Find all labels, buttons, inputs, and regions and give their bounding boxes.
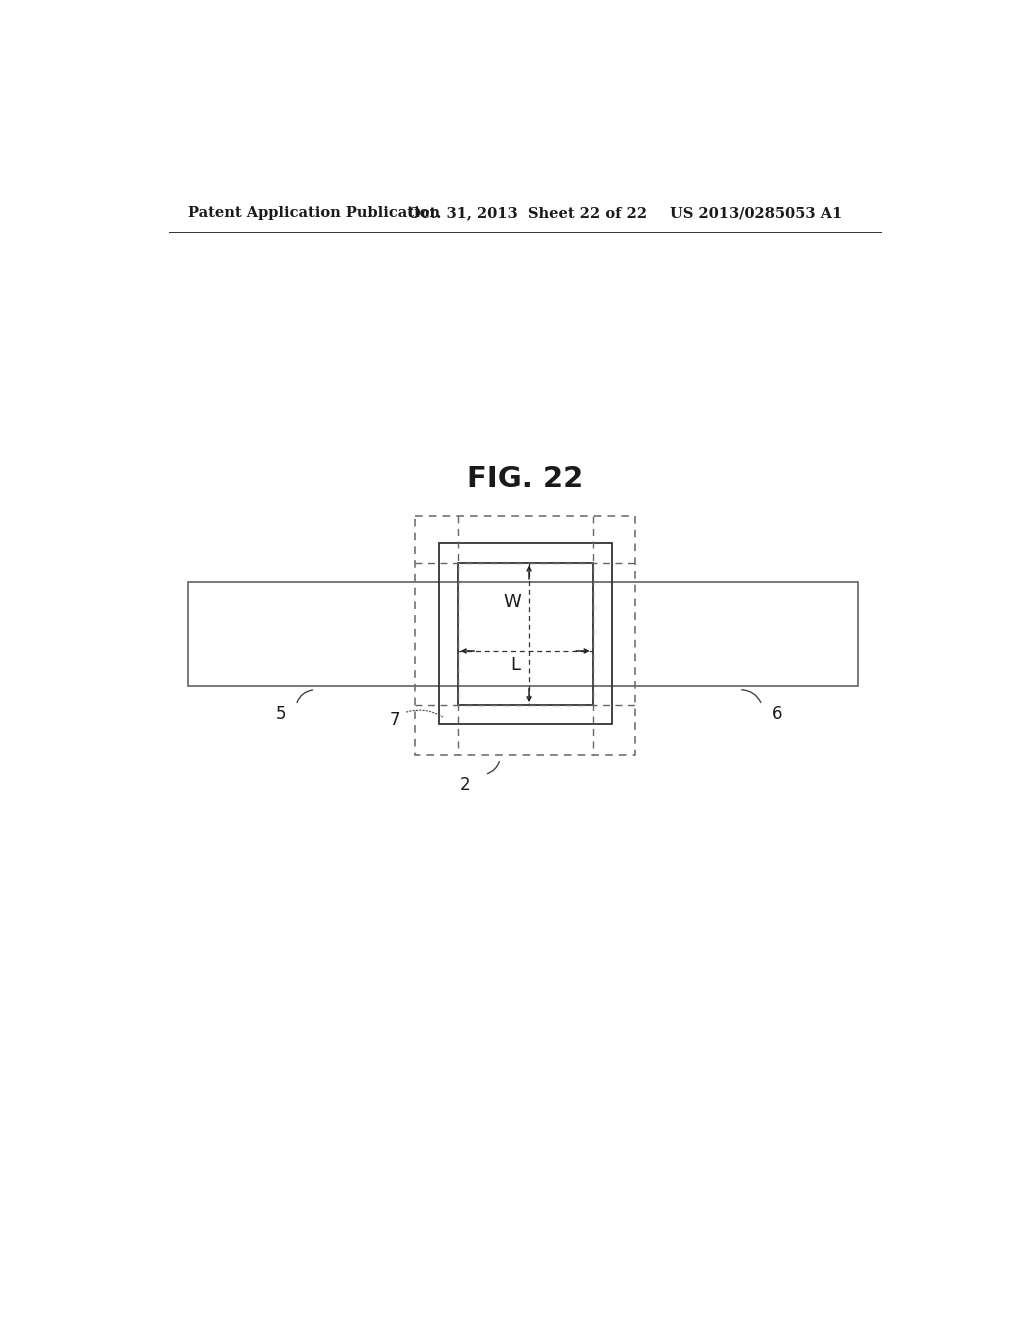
Bar — [458, 562, 593, 705]
Text: 6: 6 — [772, 705, 782, 723]
Text: US 2013/0285053 A1: US 2013/0285053 A1 — [670, 206, 842, 220]
Text: 5: 5 — [275, 705, 286, 723]
Bar — [188, 582, 858, 686]
Text: Oct. 31, 2013  Sheet 22 of 22: Oct. 31, 2013 Sheet 22 of 22 — [408, 206, 647, 220]
Text: 2: 2 — [460, 776, 471, 793]
Text: 7: 7 — [389, 711, 400, 729]
Text: W: W — [503, 594, 521, 611]
Bar — [416, 516, 635, 755]
Text: FIG. 22: FIG. 22 — [467, 466, 583, 494]
Text: Patent Application Publication: Patent Application Publication — [188, 206, 440, 220]
Text: L: L — [510, 656, 520, 673]
Bar — [438, 544, 611, 725]
